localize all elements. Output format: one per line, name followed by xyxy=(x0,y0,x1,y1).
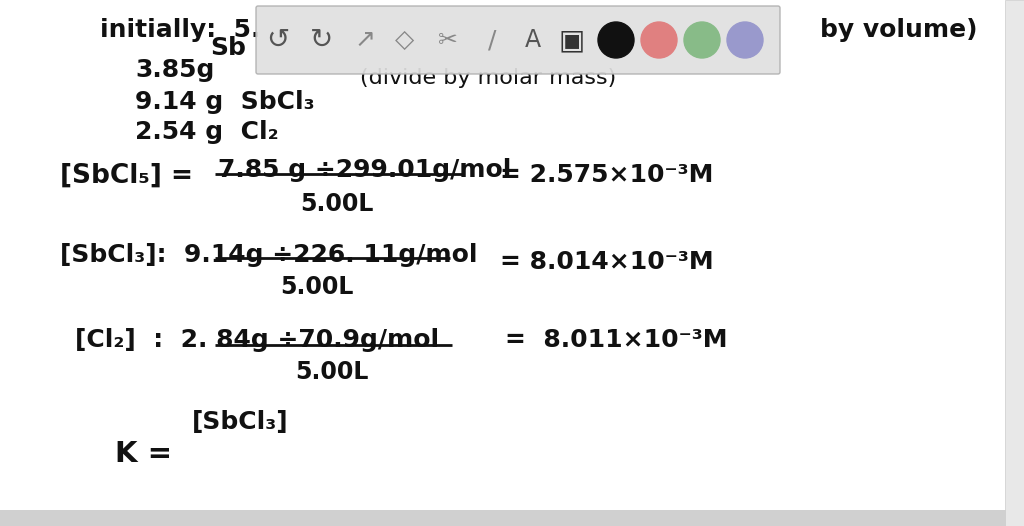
Text: /: / xyxy=(487,28,497,52)
Text: 9.14 g  SbCl₃: 9.14 g SbCl₃ xyxy=(135,90,314,114)
Text: = 2.575×10⁻³M: = 2.575×10⁻³M xyxy=(500,163,714,187)
Circle shape xyxy=(641,22,677,58)
Text: by volume): by volume) xyxy=(820,18,978,42)
Text: ◇: ◇ xyxy=(395,28,415,52)
Text: ✂: ✂ xyxy=(438,28,458,52)
Text: [SbCl₃]:  9.14g ÷226. 11g/mol: [SbCl₃]: 9.14g ÷226. 11g/mol xyxy=(60,243,477,267)
Text: = 8.014×10⁻³M: = 8.014×10⁻³M xyxy=(500,250,714,274)
Text: (divide by molar mass): (divide by molar mass) xyxy=(360,68,616,88)
Circle shape xyxy=(727,22,763,58)
Bar xyxy=(1005,0,1024,526)
Text: 3.85g: 3.85g xyxy=(135,58,214,82)
Text: ↺: ↺ xyxy=(266,26,290,54)
Circle shape xyxy=(684,22,720,58)
Text: 7.85 g ÷299.01g/mol: 7.85 g ÷299.01g/mol xyxy=(218,158,511,182)
Text: =  8.011×10⁻³M: = 8.011×10⁻³M xyxy=(505,328,727,352)
Text: [SbCl₃]: [SbCl₃] xyxy=(193,410,289,434)
Bar xyxy=(0,510,1024,526)
Text: 2.54 g  Cl₂: 2.54 g Cl₂ xyxy=(135,120,279,144)
Text: ↻: ↻ xyxy=(310,26,334,54)
Circle shape xyxy=(598,22,634,58)
Text: 5.00L: 5.00L xyxy=(280,275,353,299)
Text: initially:  5.: initially: 5. xyxy=(100,18,260,42)
Text: 5.00L: 5.00L xyxy=(295,360,369,384)
Text: K =: K = xyxy=(115,440,172,468)
Text: [SbCl₅] =: [SbCl₅] = xyxy=(60,163,193,189)
Text: Sb: Sb xyxy=(210,36,246,60)
Text: ↗: ↗ xyxy=(354,28,376,52)
Text: [Cl₂]  :  2. 84g ÷70.9g/mol: [Cl₂] : 2. 84g ÷70.9g/mol xyxy=(75,328,439,352)
Text: ▣: ▣ xyxy=(559,26,585,54)
Text: 5.00L: 5.00L xyxy=(300,192,374,216)
Text: A: A xyxy=(525,28,541,52)
FancyBboxPatch shape xyxy=(256,6,780,74)
